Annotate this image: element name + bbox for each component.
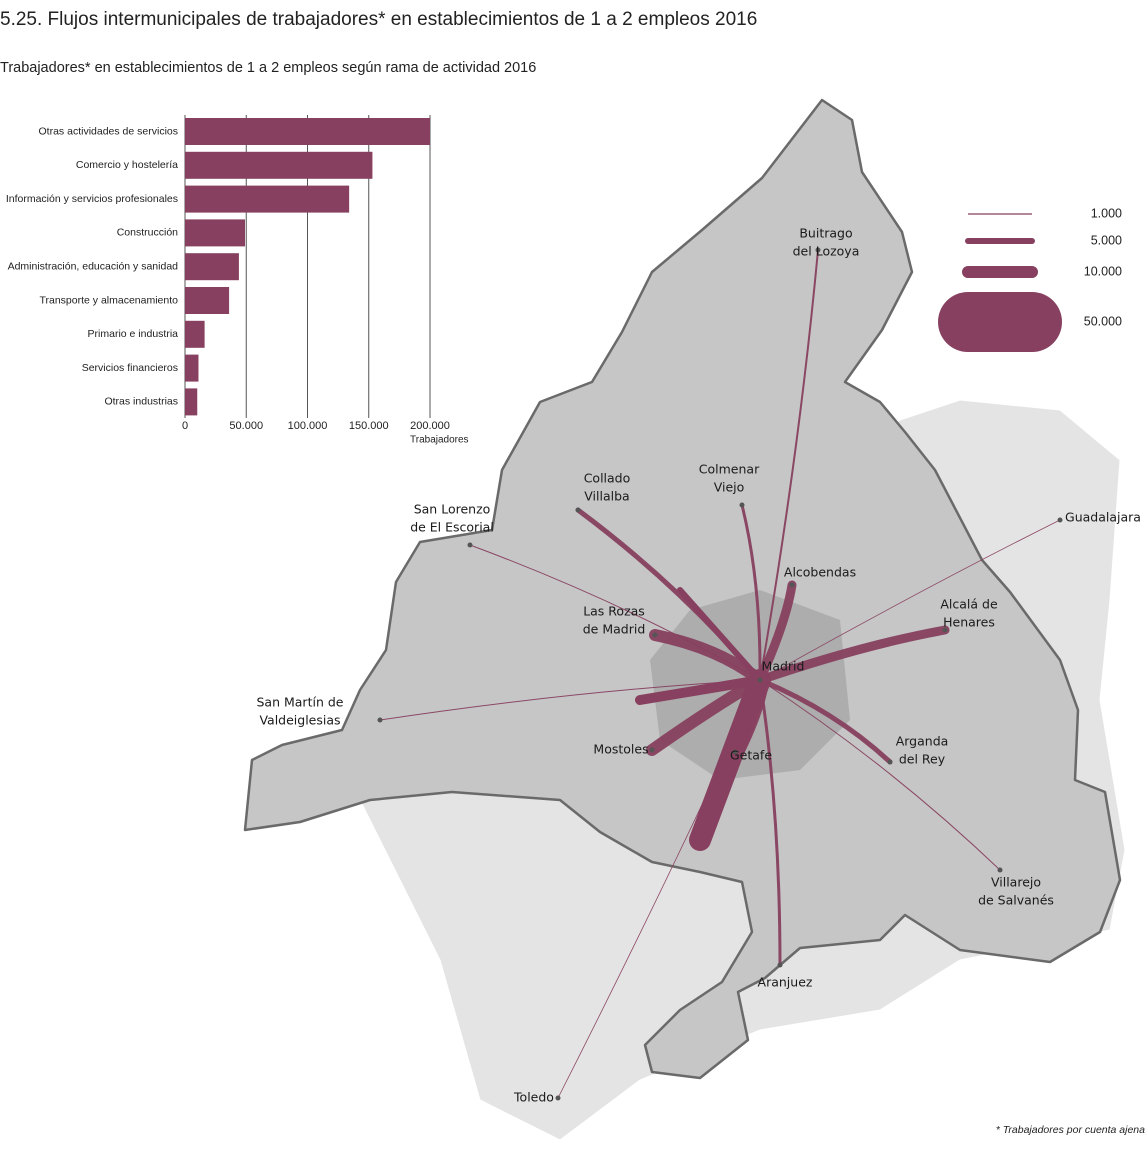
place-label: Aranjuez [758,975,813,990]
town-dot [1057,517,1063,523]
town-dot [739,502,745,508]
flow [759,249,819,681]
town-dot [997,867,1003,873]
town-dot [649,747,655,753]
town-dot [757,677,763,683]
flow [755,625,950,685]
y-tick-label: Primario e industria [88,328,179,340]
legend-label: 1.000 [1091,206,1122,220]
place-label: Collado [584,471,631,486]
y-tick-label: Comercio y hostelería [76,159,178,171]
place-label: Toledo [513,1090,554,1105]
town-dot [377,717,383,723]
map: Buitrago del Lozoya Colmenar Viejo Collado Vi… [243,98,1141,1141]
x-tick-label: 200.000 [410,420,450,432]
town-dot [887,759,893,765]
y-tick-label: Servicios financieros [82,362,178,374]
place-label: Madrid [762,659,805,674]
y-tick-label: Construcción [117,227,178,239]
x-axis-label: Trabajadores [410,435,469,446]
legend-label: 5.000 [1091,233,1122,247]
town-dot [575,507,581,513]
town-dot [467,542,473,548]
town-dot [555,1095,561,1101]
place-label: Valdeiglesias [259,713,340,728]
flow [759,679,1001,871]
bar [185,151,373,179]
y-tick-label: Otras industrias [104,396,178,408]
title: 5.25. Flujos intermunicipales de trabaja… [0,9,757,30]
flow [677,587,763,683]
bar [185,219,246,247]
place-label: de Salvanés [978,893,1054,908]
subtitle: Trabajadores* en establecimientos de 1 a… [0,60,536,76]
town-dot [815,247,821,253]
place-label: San Lorenzo [414,502,491,517]
bar [185,185,350,213]
town-dot [652,632,658,638]
place-label: Buitrago [799,226,852,241]
place-label: Viejo [714,480,745,495]
y-tick-label: Transporte y almacenamiento [39,294,178,306]
x-tick-label: 50.000 [229,420,263,432]
bar [185,287,230,314]
town-dot [732,749,738,755]
bar [185,253,239,281]
x-tick-label: 100.000 [288,420,328,432]
x-tick-label: 150.000 [349,420,389,432]
flow [759,519,1061,681]
town-dot [777,962,783,968]
place-label: Alcobendas [784,565,856,580]
place-label: Colmenar [699,462,760,477]
town-dot [942,627,948,633]
place-label: Las Rozas [583,604,645,619]
flow [757,677,893,765]
bar [185,354,199,382]
place-label: Henares [943,615,995,630]
legend-label: 10.000 [1084,264,1122,278]
place-label: Alcalá de [940,597,998,612]
flow [758,678,782,967]
bar [185,320,205,348]
place-label: Villarejo [991,875,1041,890]
bar [185,388,198,416]
flow [716,676,764,804]
flow [740,503,762,682]
flow [635,675,765,705]
x-tick-label: 0 [182,420,188,432]
place-label: del Rey [899,752,946,767]
place-label: del Lozoya [793,244,860,259]
place-label: San Martín de [257,695,344,710]
footnote: * Trabajadores por cuenta ajena [996,1124,1145,1136]
y-tick-label: Otras actividades de servicios [39,125,178,137]
flow [755,580,797,685]
y-tick-label: Administración, educación y sanidad [8,260,179,272]
place-label: Mostoles [593,742,648,757]
place-label: Villalba [584,489,629,504]
place-label: de Madrid [583,622,646,637]
town-dot [789,582,795,588]
bar [185,118,430,145]
legend-label: 50.000 [1084,314,1122,328]
place-label: Arganda [896,734,949,749]
place-label: de El Escorial [410,520,494,535]
place-label: Getafe [730,748,772,763]
place-label: Guadalajara [1065,510,1141,525]
y-tick-label: Información y servicios profesionales [6,193,178,205]
